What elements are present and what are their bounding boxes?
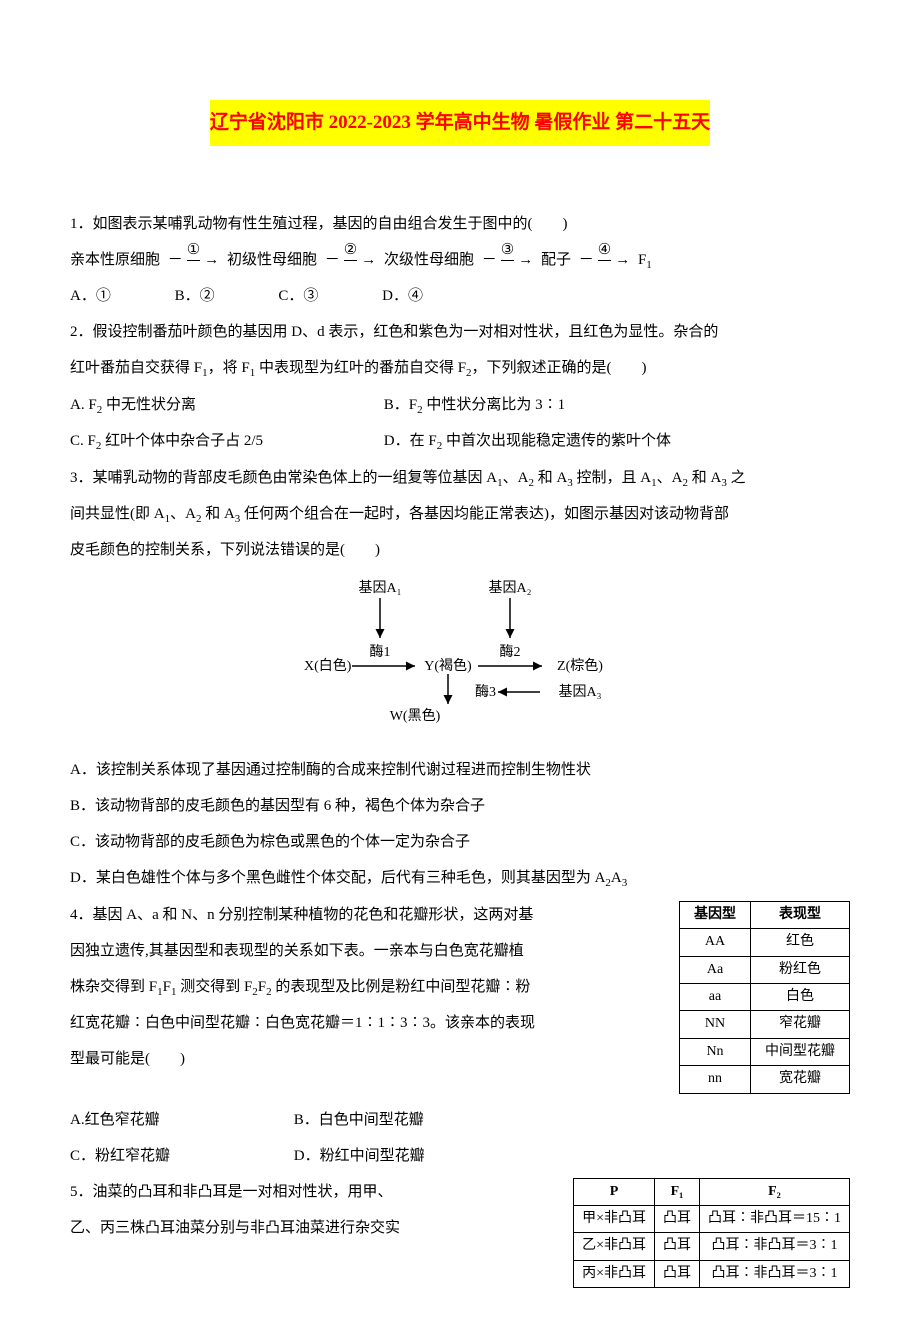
q1-flow: 亲本性原细胞 －①x→ 初级性母细胞 －②x→ 次级性母细胞 －③x→ 配子 －… (70, 242, 850, 279)
diagram-geneA2: 基因A₂ (489, 579, 532, 596)
page: 辽宁省沈阳市 2022-2023 学年高中生物 暑假作业 第二十五天 1．如图表… (0, 0, 920, 1336)
q5-th3: F₂ (700, 1178, 850, 1205)
question-3: 3．某哺乳动物的背部皮毛颜色由常染色体上的一组复等位基因 A1、A2 和 A3 … (70, 460, 850, 496)
q2-options-row1: A. F2 中无性状分离 B．F2 中性状分离比为 3∶1 (70, 387, 850, 423)
q5-table: PF₁F₂ 甲×非凸耳凸耳凸耳∶非凸耳＝15∶1 乙×非凸耳凸耳凸耳∶非凸耳＝3… (573, 1178, 850, 1289)
diagram-enz2: 酶2 (500, 644, 521, 660)
q2-optC: C. F2 红叶个体中杂合子占 2/5 (70, 423, 350, 459)
q4-optA: A.红色窄花瓣 (70, 1102, 260, 1138)
q1-n4: 配子 (541, 252, 571, 268)
title-wrap: 辽宁省沈阳市 2022-2023 学年高中生物 暑假作业 第二十五天 (70, 100, 850, 176)
q3-optD: D．某白色雄性个体与多个黑色雌性个体交配，后代有三种毛色，则其基因型为 A2A3 (70, 860, 850, 896)
q4-th2: 表现型 (751, 901, 850, 928)
q2-optA: A. F2 中无性状分离 (70, 387, 350, 423)
diagram-geneA1: 基因A₁ (359, 579, 402, 596)
q1-optB: B．② (175, 278, 215, 314)
q3-stem-line2: 间共显性(即 A1、A2 和 A3 任何两个组合在一起时，各基因均能正常表达)，… (70, 496, 850, 532)
q5-th2: F₁ (655, 1178, 700, 1205)
q1-arrow-2: －②x→ (325, 242, 376, 279)
diagram-X: X(白色) (304, 657, 352, 674)
q2-stem-line2: 红叶番茄自交获得 F1，将 F1 中表现型为红叶的番茄自交得 F2，下列叙述正确… (70, 350, 850, 386)
q1-optA: A．① (70, 278, 111, 314)
diagram-enz3: 酶3 (475, 684, 496, 700)
q4-optC: C．粉红窄花瓣 (70, 1138, 260, 1174)
q4-table: 基因型表现型 AA红色 Aa粉红色 aa白色 NN窄花瓣 Nn中间型花瓣 nn宽… (679, 901, 850, 1094)
q1-optC: C．③ (278, 278, 318, 314)
question-2: 2．假设控制番茄叶颜色的基因用 D、d 表示，红色和紫色为一对相对性状，且红色为… (70, 314, 850, 350)
q1-n1: 亲本性原细胞 (70, 252, 160, 268)
q5-th1: P (574, 1178, 655, 1205)
q1-n5: F1 (638, 252, 652, 268)
question-1: 1．如图表示某哺乳动物有性生殖过程，基因的自由组合发生于图中的( ) (70, 206, 850, 242)
q1-optD: D．④ (382, 278, 423, 314)
q1-arrow-4: －④x→ (579, 242, 630, 279)
q3-optB: B．该动物背部的皮毛颜色的基因型有 6 种，褐色个体为杂合子 (70, 788, 850, 824)
q1-stem: 1．如图表示某哺乳动物有性生殖过程，基因的自由组合发生于图中的( ) (70, 216, 568, 232)
q1-options: A．① B．② C．③ D．④ (70, 278, 850, 314)
q4-optB: B．白色中间型花瓣 (294, 1102, 424, 1138)
q2-options-row2: C. F2 红叶个体中杂合子占 2/5 D．在 F2 中首次出现能稳定遗传的紫叶… (70, 423, 850, 459)
q3-stem-line3: 皮毛颜色的控制关系，下列说法错误的是( ) (70, 532, 850, 568)
diagram-geneA3: 基因A₃ (559, 683, 602, 700)
q4-options-row1: A.红色窄花瓣 B．白色中间型花瓣 (70, 1102, 850, 1138)
diagram-enz1: 酶1 (370, 644, 391, 660)
diagram-W: W(黑色) (390, 707, 441, 724)
q4-options-row2: C．粉红窄花瓣 D．粉红中间型花瓣 (70, 1138, 850, 1174)
q4-th1: 基因型 (680, 901, 751, 928)
q1-n3: 次级性母细胞 (384, 252, 474, 268)
q3-diagram: 基因A₁ 基因A₂ 酶1 酶2 X(白色) Y(褐色) Z(棕色) 酶3 基因A… (70, 578, 850, 742)
q2-optD: D．在 F2 中首次出现能稳定遗传的紫叶个体 (384, 423, 671, 459)
q2-stem-a: 2．假设控制番茄叶颜色的基因用 D、d 表示，红色和紫色为一对相对性状，且红色为… (70, 324, 718, 340)
diagram-Y: Y(褐色) (424, 657, 472, 674)
q3-optC: C．该动物背部的皮毛颜色为棕色或黑色的个体一定为杂合子 (70, 824, 850, 860)
q1-arrow-1: －①x→ (168, 242, 219, 279)
diagram-Z: Z(棕色) (557, 657, 603, 674)
q4-optD: D．粉红中间型花瓣 (294, 1138, 425, 1174)
q2-optB: B．F2 中性状分离比为 3∶1 (384, 387, 565, 423)
q1-n2: 初级性母细胞 (227, 252, 317, 268)
q1-arrow-3: －③x→ (482, 242, 533, 279)
q3-optA: A．该控制关系体现了基因通过控制酶的合成来控制代谢过程进而控制生物性状 (70, 752, 850, 788)
document-title: 辽宁省沈阳市 2022-2023 学年高中生物 暑假作业 第二十五天 (210, 100, 710, 146)
